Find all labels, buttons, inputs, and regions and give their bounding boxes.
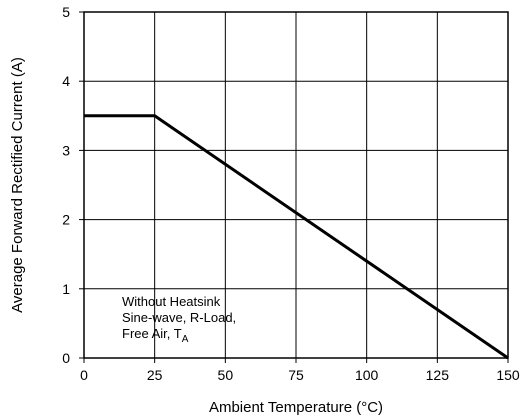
x-axis-title: Ambient Temperature (°C) xyxy=(209,399,383,416)
annotation-line-3-subscript: A xyxy=(182,334,189,345)
y-tick-label: 5 xyxy=(62,4,70,20)
y-tick-label: 2 xyxy=(62,212,70,228)
x-tick-label: 0 xyxy=(80,367,88,383)
grid xyxy=(84,12,508,358)
annotation: Without Heatsink Sine-wave, R-Load, Free… xyxy=(122,294,236,345)
y-tick-label: 4 xyxy=(62,73,70,89)
annotation-line-3-main: Free Air, T xyxy=(122,326,182,341)
annotation-line-3: Free Air, TA xyxy=(122,326,189,345)
x-tick-label: 100 xyxy=(355,367,379,383)
x-tick-label: 75 xyxy=(288,367,304,383)
x-tick-label: 125 xyxy=(426,367,450,383)
x-tick-label: 25 xyxy=(147,367,163,383)
derating-curve xyxy=(84,114,509,360)
y-tick-label: 3 xyxy=(62,142,70,158)
annotation-line-2: Sine-wave, R-Load, xyxy=(122,310,236,325)
y-tick-label: 0 xyxy=(62,350,70,366)
x-axis-ticks: 0 25 50 75 100 125 150 xyxy=(80,358,520,383)
x-tick-label: 150 xyxy=(496,367,520,383)
series-group xyxy=(84,114,509,360)
y-tick-label: 1 xyxy=(62,281,70,297)
annotation-line-1: Without Heatsink xyxy=(122,294,221,309)
y-axis-ticks: 0 1 2 3 4 5 xyxy=(62,4,84,366)
x-tick-label: 50 xyxy=(218,367,234,383)
y-axis-title: Average Forward Rectified Current (A) xyxy=(9,57,26,313)
